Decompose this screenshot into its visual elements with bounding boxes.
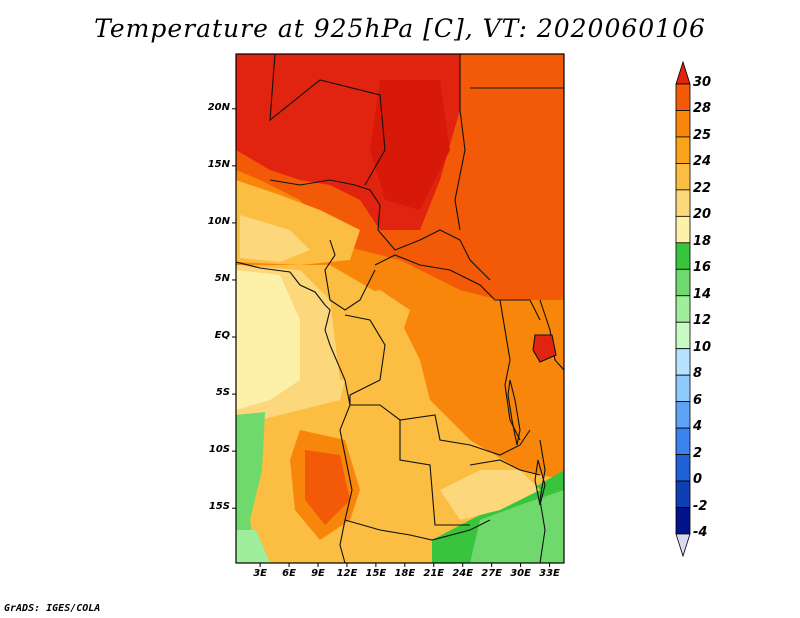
border-namibia [344,519,491,541]
lat-tick-label: 10S [208,444,230,456]
coastline [236,261,353,563]
colorbar-label: 0 [693,472,703,488]
lon-tick-label: 9E [311,568,325,579]
colorbar-label: 24 [693,154,712,170]
lat-tick-label: 5N [214,272,230,284]
map-title: Temperature at 925hPa [C], VT: 202006010… [94,14,706,43]
colorbar-label: -2 [693,498,708,514]
border-congo [344,314,386,405]
lake-tanganyika [507,379,521,446]
field-paleyellow-coast [236,270,300,410]
lake-malawi [534,459,546,506]
colorbar-swatch [675,374,691,403]
colorbar-label: 12 [693,313,712,329]
border-angola-zambia [399,420,470,526]
colorbar-swatch [675,427,691,455]
field-darkorange-angola [305,450,350,525]
field-lightgreen-se [470,490,564,563]
lon-tick-label: 21E [423,568,445,579]
border-niger-north [269,54,386,186]
temperature-field [236,54,564,563]
colorbar-label: 2 [693,445,703,461]
field-darkred-core [370,80,450,210]
colorbar-swatch [675,268,691,297]
lat-tick-label: 15N [207,158,230,170]
colorbar [675,60,691,558]
colorbar-label: 8 [693,366,703,382]
field-yellow-se [440,470,540,520]
colorbar-label: 6 [693,392,703,408]
colorbar-swatch [675,454,691,482]
field-yellow-congo [330,290,410,380]
field-green-sw [236,412,265,563]
lon-tick-label: 33E [539,568,560,579]
colorbar-label: 28 [693,101,712,117]
border-uganda [499,299,521,441]
colorbar-label: 22 [693,180,712,196]
colorbar-top-arrow [675,60,691,85]
colorbar-label: 18 [693,233,712,249]
colorbar-label: 25 [693,127,712,143]
lon-tick-label: 24E [452,568,474,579]
lat-tick-label: EQ [214,330,230,342]
field-paleyellow-westafrica [240,215,310,262]
colorbar-label: 4 [693,419,703,435]
lat-tick-label: 20N [207,101,230,113]
axis-ticks [232,108,551,567]
grads-credit: GrADS: IGES/COLA [4,603,101,614]
plot-frame [235,53,565,564]
colorbar-label: 30 [693,75,712,90]
border-niger-nigeria [269,179,381,206]
colorbar-label: 20 [693,207,712,223]
lat-tick-label: 10N [207,215,230,227]
colorbar-swatch [675,295,691,323]
colorbar-swatch [675,507,691,535]
border-zambia-zim [469,459,541,476]
lon-tick-label: 6E [282,568,296,579]
border-car [374,254,541,321]
colorbar-swatch [675,163,691,191]
border-chad [377,204,491,281]
lon-tick-label: 15E [365,568,387,579]
colorbar-swatch [675,480,691,508]
colorbar-swatch [675,83,691,111]
lon-tick-label: 18E [394,568,416,579]
country-borders [236,54,564,563]
colorbar-swatch [675,189,691,217]
border-drc-south [350,404,531,456]
field-lightgreen-sw [236,530,270,563]
colorbar-swatch [675,321,691,350]
lake-victoria [532,334,557,363]
colorbar-swatch [675,348,691,376]
colorbar-label: 16 [693,260,712,276]
colorbar-label: -4 [693,525,708,540]
colorbar-bottom-arrow [675,533,691,558]
lat-tick-label: 5S [215,387,230,399]
colorbar-label: 10 [693,339,712,355]
border-chad-east [454,54,466,231]
border-cameroon [324,239,376,311]
lat-tick-label: 15S [208,501,230,513]
colorbar-swatch [675,136,691,164]
field-orange-east [500,290,564,440]
colorbar-swatch [675,110,691,138]
colorbar-label: 14 [693,286,712,302]
colorbar-swatch [675,215,691,244]
colorbar-swatch [675,242,691,270]
lon-tick-label: 12E [336,568,358,579]
lon-tick-label: 30E [510,568,531,579]
colorbar-swatch [675,401,691,429]
border-moz [539,439,546,563]
lon-tick-label: 3E [253,568,267,579]
lon-tick-label: 27E [481,568,503,579]
